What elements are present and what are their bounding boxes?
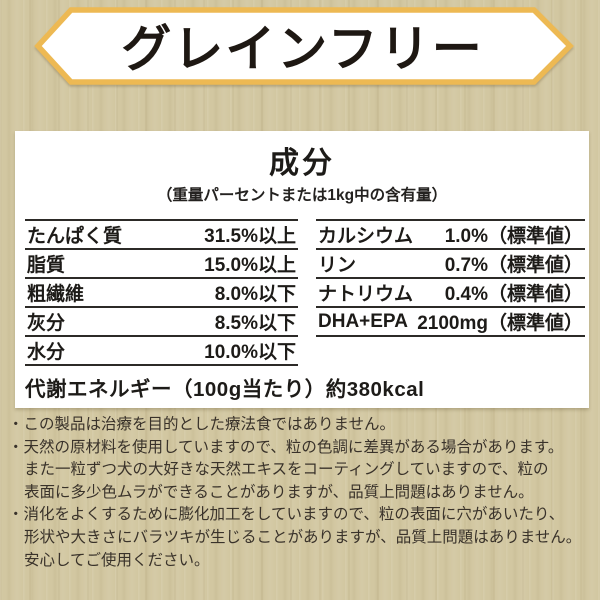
- note-line: 形状や大きさにバラツキが生じることがありますが、品質上問題はありません。: [24, 528, 582, 546]
- note-line: ・消化をよくするために膨化加工をしていますので、粒の表面に穴があいたり、: [8, 506, 565, 524]
- nutrient-label: 粗繊維: [27, 284, 85, 305]
- table-row: 灰分 8.5%以下: [25, 306, 298, 335]
- table-row: リン 0.7%（標準値）: [316, 248, 585, 277]
- nutrient-label: リン: [318, 255, 357, 276]
- nutrient-label: 脂質: [27, 255, 66, 276]
- nutrient-label: DHA+EPA: [318, 310, 408, 332]
- nutrition-table-right: カルシウム 1.0%（標準値） リン 0.7%（標準値） ナトリウム 0.4%（…: [316, 219, 585, 337]
- note-line: ・天然の原材料を使用していますので、粒の色調に差異がある場合があります。: [8, 438, 564, 456]
- metabolic-energy-line: 代謝エネルギー（100g当たり）約380kcal: [25, 378, 425, 401]
- grain-free-banner: グレインフリー: [30, 5, 575, 89]
- nutrient-value: 10.0%以下: [204, 342, 296, 363]
- table-row: ナトリウム 0.4%（標準値）: [316, 277, 585, 306]
- table-row: DHA+EPA 2100mg（標準値）: [316, 306, 585, 335]
- composition-panel: 成分 （重量パーセントまたは1kg中の含有量） たんぱく質 31.5%以上 脂質…: [15, 131, 589, 408]
- nutrient-value: 0.7%（標準値）: [444, 255, 583, 276]
- table-row: 粗繊維 8.0%以下: [25, 277, 298, 306]
- nutrient-value: 2100mg（標準値）: [417, 313, 583, 334]
- note-line: 表面に多少色ムラができることがありますが、品質上問題はありません。: [24, 483, 534, 501]
- nutrient-label: たんぱく質: [27, 226, 123, 247]
- table-row: たんぱく質 31.5%以上: [25, 219, 298, 248]
- nutrient-label: 灰分: [27, 313, 66, 334]
- nutrient-value: 15.0%以上: [204, 255, 296, 276]
- note-line: 安心してご使用ください。: [24, 551, 210, 569]
- banner-title: グレインフリー: [121, 21, 484, 77]
- nutrient-value: 8.0%以下: [214, 284, 296, 305]
- table-row: 脂質 15.0%以上: [25, 248, 298, 277]
- product-notes: ・この製品は治療を目的とした療法食ではありません。 ・天然の原材料を使用していま…: [8, 414, 592, 572]
- table-row: 水分 10.0%以下: [25, 335, 298, 364]
- composition-subtitle: （重量パーセントまたは1kg中の含有量）: [156, 187, 448, 204]
- nutrient-value: 8.5%以下: [214, 313, 296, 334]
- nutrient-value: 1.0%（標準値）: [444, 226, 583, 247]
- note-line: ・この製品は治療を目的とした療法食ではありません。: [8, 416, 396, 433]
- nutrient-label: ナトリウム: [318, 284, 414, 305]
- composition-title: 成分: [269, 147, 335, 180]
- nutrient-value: 0.4%（標準値）: [444, 284, 583, 305]
- nutrient-label: カルシウム: [318, 226, 414, 247]
- note-line: また一粒ずつ犬の大好きな天然エキスをコーティングしていますので、粒の: [24, 461, 549, 479]
- nutrient-label: 水分: [27, 342, 66, 363]
- table-row: カルシウム 1.0%（標準値）: [316, 219, 585, 248]
- banner-ribbon-shape: [34, 7, 574, 85]
- nutrition-table-left: たんぱく質 31.5%以上 脂質 15.0%以上 粗繊維 8.0%以下 灰分 8…: [25, 219, 298, 366]
- nutrient-value: 31.5%以上: [204, 226, 296, 247]
